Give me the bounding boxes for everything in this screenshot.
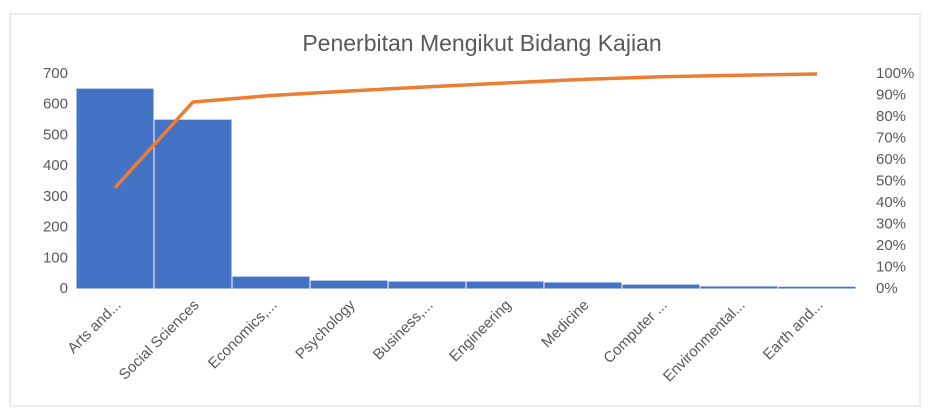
bar: [153, 118, 233, 290]
y2-tick-label: 20%: [876, 237, 906, 254]
y2-tick-label: 30%: [876, 215, 906, 232]
y2-tick-label: 70%: [876, 129, 906, 146]
cumulative-line: [113, 72, 818, 189]
bar: [75, 87, 155, 290]
bar: [465, 280, 545, 290]
bar: [777, 285, 857, 290]
y-tick-label: 0: [60, 280, 68, 297]
y2-tick-label: 0%: [876, 280, 898, 297]
y2-tick-label: 90%: [876, 86, 906, 103]
bar: [309, 279, 389, 290]
y-tick-label: 300: [43, 188, 68, 205]
y2-tick-label: 80%: [876, 108, 906, 125]
bar: [543, 281, 623, 290]
y-tick-label: 400: [43, 157, 68, 174]
y2-tick-label: 40%: [876, 194, 906, 211]
y-tick-label: 500: [43, 126, 68, 143]
bar: [621, 283, 701, 290]
y-tick-label: 700: [43, 65, 68, 82]
chart-title: Penerbitan Mengikut Bidang Kajian: [302, 30, 661, 56]
y-tick-label: 600: [43, 96, 68, 113]
bar: [387, 280, 467, 290]
y2-tick-label: 50%: [876, 172, 906, 189]
y-tick-label: 200: [43, 219, 68, 236]
bar: [699, 285, 779, 290]
y2-tick-label: 100%: [876, 65, 914, 82]
bar: [231, 275, 311, 290]
y2-tick-label: 10%: [876, 258, 906, 275]
y-tick-label: 100: [43, 249, 68, 266]
y2-tick-label: 60%: [876, 151, 906, 168]
